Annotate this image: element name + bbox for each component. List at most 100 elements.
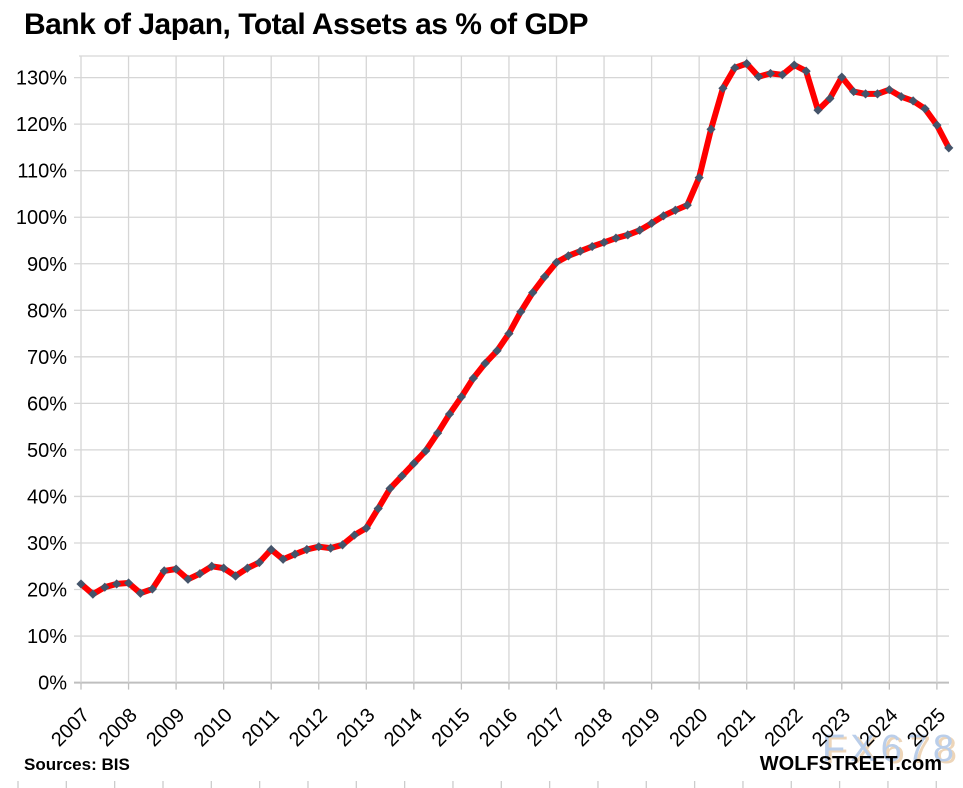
x-axis-year-label: 2021 <box>713 704 760 751</box>
series-marker <box>302 544 312 555</box>
series-marker <box>88 589 98 599</box>
series-marker <box>551 257 562 267</box>
y-axis-tick-label: 120% <box>16 114 67 136</box>
series-marker <box>480 358 490 368</box>
series-marker <box>314 542 324 552</box>
series-marker <box>123 578 134 588</box>
x-axis-year-label: 2022 <box>760 704 807 751</box>
series-marker <box>468 373 478 383</box>
series-marker <box>385 483 395 494</box>
series-marker <box>171 564 181 574</box>
series-marker <box>658 211 669 221</box>
series-marker <box>397 471 407 481</box>
series-marker <box>76 579 86 589</box>
series-marker <box>242 563 253 573</box>
series-marker <box>896 92 906 102</box>
series-marker <box>718 83 728 93</box>
series-marker <box>777 70 787 80</box>
series-marker <box>433 428 443 438</box>
series-marker <box>373 503 383 514</box>
series-marker <box>647 218 657 228</box>
sources-label: Sources: BIS <box>24 755 130 774</box>
y-axis-tick-label: 30% <box>27 533 67 555</box>
series-marker <box>195 569 205 579</box>
series-marker <box>587 241 597 252</box>
series-marker <box>456 392 466 402</box>
y-axis-tick-label: 20% <box>27 580 67 602</box>
watermark: FX678 <box>822 728 959 770</box>
y-axis-tick-label: 90% <box>27 254 67 276</box>
x-axis-year-label: 2020 <box>665 704 712 751</box>
x-axis-year-label: 2008 <box>95 704 142 751</box>
series-marker <box>753 72 764 82</box>
x-axis-year-label: 2011 <box>238 705 284 751</box>
x-axis-year-label: 2019 <box>618 704 665 751</box>
series-marker <box>742 59 752 69</box>
series-marker <box>694 173 704 183</box>
series-marker <box>932 120 942 130</box>
series-marker <box>801 66 811 76</box>
series-marker <box>278 554 288 564</box>
y-axis-tick-label: 50% <box>27 440 67 462</box>
series-marker <box>135 588 146 598</box>
series-marker <box>884 85 894 95</box>
y-axis-tick-label: 70% <box>27 347 67 369</box>
series-marker <box>944 143 954 153</box>
series-marker <box>112 579 122 589</box>
series-marker <box>349 530 360 540</box>
series-marker <box>159 566 169 576</box>
x-axis-year-label: 2014 <box>380 704 427 751</box>
series-marker <box>599 237 609 247</box>
series-marker <box>611 233 621 243</box>
series-marker <box>706 124 716 134</box>
series-marker <box>837 72 847 82</box>
series-marker <box>860 89 871 99</box>
series-marker <box>326 543 336 553</box>
chart-title: Bank of Japan, Total Assets as % of GDP <box>24 8 588 41</box>
y-axis-tick-label: 60% <box>27 393 67 415</box>
y-axis-tick-label: 10% <box>27 626 67 648</box>
series-marker <box>635 225 645 235</box>
x-axis-year-label: 2010 <box>190 704 237 751</box>
series-marker <box>230 571 241 581</box>
series-marker <box>444 409 455 419</box>
y-axis-tick-label: 110% <box>17 161 67 183</box>
y-axis-tick-label: 80% <box>27 300 67 322</box>
series-marker <box>575 246 585 256</box>
series-marker <box>492 346 502 356</box>
series-marker <box>337 540 348 550</box>
brand-label: WOLFSTREET.com <box>759 753 942 775</box>
series-marker <box>563 251 573 261</box>
series-marker <box>219 563 229 573</box>
series-marker <box>920 104 930 114</box>
series-marker <box>813 105 823 115</box>
series-marker <box>849 86 859 97</box>
series-marker <box>183 574 193 584</box>
x-axis-year-label: 2024 <box>856 704 903 751</box>
y-axis-tick-label: 40% <box>27 486 67 508</box>
y-axis-tick-label: 100% <box>16 207 67 229</box>
x-axis-year-label: 2016 <box>475 704 522 751</box>
series-marker <box>670 205 680 215</box>
x-axis-year-label: 2015 <box>428 704 475 751</box>
series-marker <box>266 544 276 555</box>
series-marker <box>409 458 419 469</box>
series-marker <box>908 96 918 106</box>
series-marker <box>825 93 835 104</box>
series-marker <box>872 89 883 99</box>
series-marker <box>207 561 217 571</box>
series-marker <box>361 523 371 533</box>
y-axis-tick-label: 130% <box>16 68 67 90</box>
series-line <box>78 60 952 598</box>
series-marker <box>623 230 633 240</box>
series-marker <box>682 200 692 210</box>
y-axis-tick-label: 0% <box>38 673 67 695</box>
series-marker <box>789 60 799 70</box>
series-marker <box>516 307 526 317</box>
series-marker <box>765 68 776 79</box>
series-marker <box>147 584 157 594</box>
series-marker <box>254 557 264 568</box>
x-axis-year-label: 2012 <box>285 704 332 751</box>
